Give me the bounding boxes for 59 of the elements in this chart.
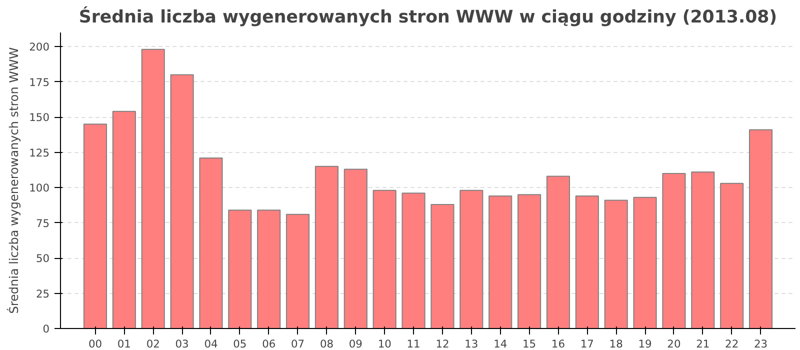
x-tick-label: 15 bbox=[522, 338, 536, 350]
bar bbox=[748, 129, 773, 328]
x-tick-label: 16 bbox=[551, 338, 566, 350]
bar bbox=[546, 176, 570, 328]
bar bbox=[402, 192, 426, 328]
x-tick-label: 19 bbox=[638, 338, 652, 350]
bar bbox=[633, 196, 657, 328]
x-tick-label: 14 bbox=[494, 338, 508, 350]
chart-title: Średnia liczba wygenerowanych stron WWW w ciągu godziny (2013.08) bbox=[78, 6, 778, 28]
x-tick-label: 09 bbox=[348, 338, 363, 350]
x-tick-label: 00 bbox=[88, 338, 102, 350]
bar bbox=[662, 172, 686, 328]
y-tick-label: 0 bbox=[42, 322, 50, 336]
bar bbox=[199, 157, 223, 328]
x-tick-label: 21 bbox=[696, 338, 710, 350]
x-tick-label: 11 bbox=[406, 338, 420, 350]
x-tick-label: 06 bbox=[262, 338, 276, 350]
bar bbox=[430, 204, 454, 328]
x-tick-label: 03 bbox=[175, 338, 189, 350]
x-tick-label: 08 bbox=[320, 338, 334, 350]
y-axis-title: Średnia liczba wygenerowanych stron WWW bbox=[6, 47, 22, 314]
x-tick-label: 20 bbox=[667, 338, 681, 350]
bar bbox=[488, 196, 512, 328]
bar bbox=[720, 182, 744, 328]
y-tick-label: 125 bbox=[29, 146, 50, 160]
bar bbox=[604, 200, 628, 328]
bar bbox=[112, 110, 136, 328]
x-tick-label: 01 bbox=[117, 338, 131, 350]
bar bbox=[460, 190, 484, 328]
x-tick-label: 07 bbox=[291, 338, 305, 350]
x-tick-label: 23 bbox=[754, 338, 768, 350]
x-tick-label: 13 bbox=[464, 338, 478, 350]
y-tick-label: 175 bbox=[29, 76, 50, 89]
bar bbox=[286, 214, 310, 328]
bar bbox=[575, 196, 599, 328]
y-tick-label: 150 bbox=[29, 111, 50, 124]
bar bbox=[257, 210, 281, 328]
x-tick-label: 22 bbox=[725, 338, 739, 350]
bar bbox=[372, 190, 396, 328]
x-tick-label: 05 bbox=[233, 338, 247, 350]
bar bbox=[517, 194, 542, 328]
y-tick-label: 25 bbox=[36, 287, 50, 300]
bar bbox=[344, 168, 368, 328]
bar bbox=[228, 210, 252, 328]
y-tick-label: 50 bbox=[36, 252, 50, 266]
x-tick-label: 18 bbox=[609, 338, 624, 350]
y-tick-label: 75 bbox=[36, 216, 50, 230]
bar bbox=[314, 166, 339, 328]
bar bbox=[141, 48, 165, 328]
y-tick-label: 100 bbox=[29, 182, 50, 195]
x-tick-label: 17 bbox=[580, 338, 594, 350]
x-tick-label: 04 bbox=[204, 338, 218, 350]
bar bbox=[83, 124, 108, 328]
x-tick-label: 12 bbox=[436, 338, 450, 350]
x-tick-label: 02 bbox=[146, 338, 160, 350]
bar bbox=[691, 172, 715, 328]
y-tick-label: 200 bbox=[29, 40, 50, 54]
bar bbox=[170, 74, 194, 328]
x-tick-label: 10 bbox=[378, 338, 392, 350]
